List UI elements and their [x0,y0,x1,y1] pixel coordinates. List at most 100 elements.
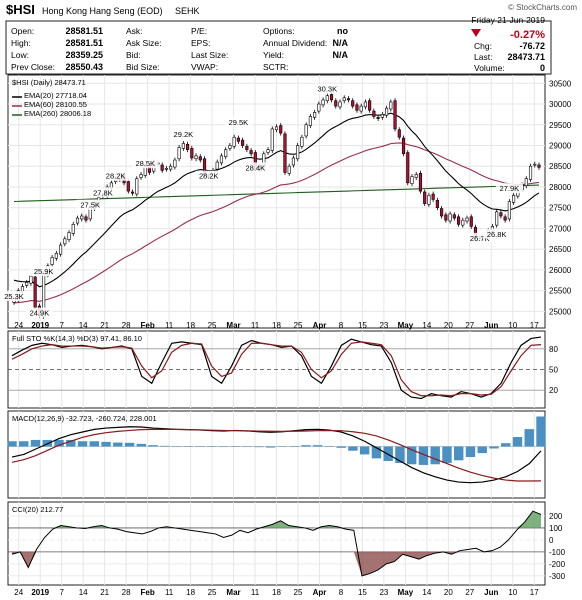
annotation-box [76,199,104,210]
legend-entry: $HSI (Daily) 28473.71 [12,78,86,87]
y-tick-label: 20 [549,386,558,395]
x-axis-top: 24 2019 7 14 21 28 Feb 11 18 25 Mar 11 18 25 Apr 8 15 23 M… [14,321,539,330]
quote-label: Yield: [263,50,284,60]
candle-body [304,124,308,137]
quote-label: Last: [474,52,492,62]
candle-body [173,159,177,168]
candle-body [456,216,461,225]
price-annotation: 27.9K [500,184,520,193]
y-tick-label: 25000 [549,307,572,316]
quote-value: N/A [333,38,349,48]
candle-body [300,136,304,147]
macd-histogram-bar [348,446,358,451]
macd-histogram-bar [19,441,29,447]
macd-histogram-bar [265,446,276,448]
y-tick-label: 30000 [549,100,572,109]
down-arrow-icon [471,29,481,37]
candle-body [313,112,317,118]
cci-panel: -300 -200 -100 0 100 200 CCI(20) 212.77 [7,501,566,586]
x-tick-label: 11 [165,321,174,330]
macd-histogram-bar [442,446,452,463]
annotation-box [313,83,341,94]
macd-histogram-bar [418,446,429,465]
candle-body [291,157,296,166]
y-tick-label: 50 [549,366,558,375]
x-tick-label: 18 [272,588,281,597]
price-annotation: 25.3K [4,292,24,301]
candle-body [63,238,67,245]
y-tick-label: -200 [549,560,566,569]
x-tick-label: 25 [208,321,217,330]
candle-body [177,147,181,160]
quote-label: Prev Close: [11,62,55,72]
macd-histogram-bar [512,437,523,447]
quote-label: Bid: [126,50,141,60]
annotation-box [102,170,130,181]
y-tick-label: 27000 [549,224,572,233]
macd-histogram-bar [54,439,64,447]
y-tick-label: 26500 [549,245,572,254]
quote-value: N/A [333,50,349,60]
x-tick-label: 28 [122,321,131,330]
stochastic-panel: 20 50 80 Full STO %K(14,3) %D(3) 97.41, 86.… [7,330,558,409]
candle-body [164,168,168,170]
x-tick-label: 14 [422,321,431,330]
y-tick-label: 26000 [549,266,572,275]
price-annotation: 28.2K [199,172,219,181]
candle-body [524,178,528,187]
x-tick-label: Mar [226,588,240,597]
y-tick-label: 29000 [549,142,572,151]
quote-label: Annual Dividend: [263,38,327,48]
candle-body [160,164,164,171]
candle-body [410,176,414,184]
candle-body [393,100,397,130]
candle-body [461,219,465,226]
macd-histogram-bar [42,439,52,447]
quote-box-frame [5,20,552,75]
candle-body [401,137,406,155]
candle-body [109,182,113,189]
x-tick-label: 14 [79,588,88,597]
candle-body [368,100,372,111]
candle-body [346,98,351,101]
macd-histogram-bar [359,446,370,455]
price-annotation: 27.5K [80,201,100,210]
candle-body [359,105,363,112]
annotation-box [30,266,58,277]
x-tick-label: 23 [379,321,388,330]
candle-body [241,139,245,146]
candle-body [198,156,202,161]
candle-body [435,199,439,209]
candle-body [71,224,75,234]
x-tick-label: 7 [59,588,64,597]
macd-histogram-bar [77,441,88,447]
price-annotation: 28.4K [246,163,266,172]
candle-body [537,164,541,168]
candle-body [452,214,456,219]
quote-table: Open: 28581.51 Ask: P/E: Options: no High: 2858… [5,15,552,75]
candle-body [224,149,228,158]
x-tick-label: 10 [508,321,517,330]
candle-body [355,104,359,111]
x-tick-label: May [398,588,414,597]
macd-histogram-bar [277,446,288,447]
candle-body [279,125,283,134]
annotation-box [241,162,269,173]
y-tick-label: -100 [549,548,566,557]
candle-body [334,100,338,107]
candle-body [321,99,325,106]
candle-body [274,126,279,131]
legend-entry: MACD(12,26,9) -32.723, -260.724, 228.001 [12,414,157,423]
quote-label: Open: [11,26,34,36]
candle-body [363,101,367,108]
y-tick-label: 29500 [549,121,572,130]
candle-body [338,101,342,108]
x-tick-label: 23 [379,588,388,597]
symbol: $HSI [6,2,35,17]
candle-body [325,95,329,102]
price-annotation: 28.5K [135,159,155,168]
annotation-box [483,228,511,239]
candle-body [512,194,516,203]
candle-body [219,155,224,164]
quote-value: 28581.51 [65,38,103,48]
